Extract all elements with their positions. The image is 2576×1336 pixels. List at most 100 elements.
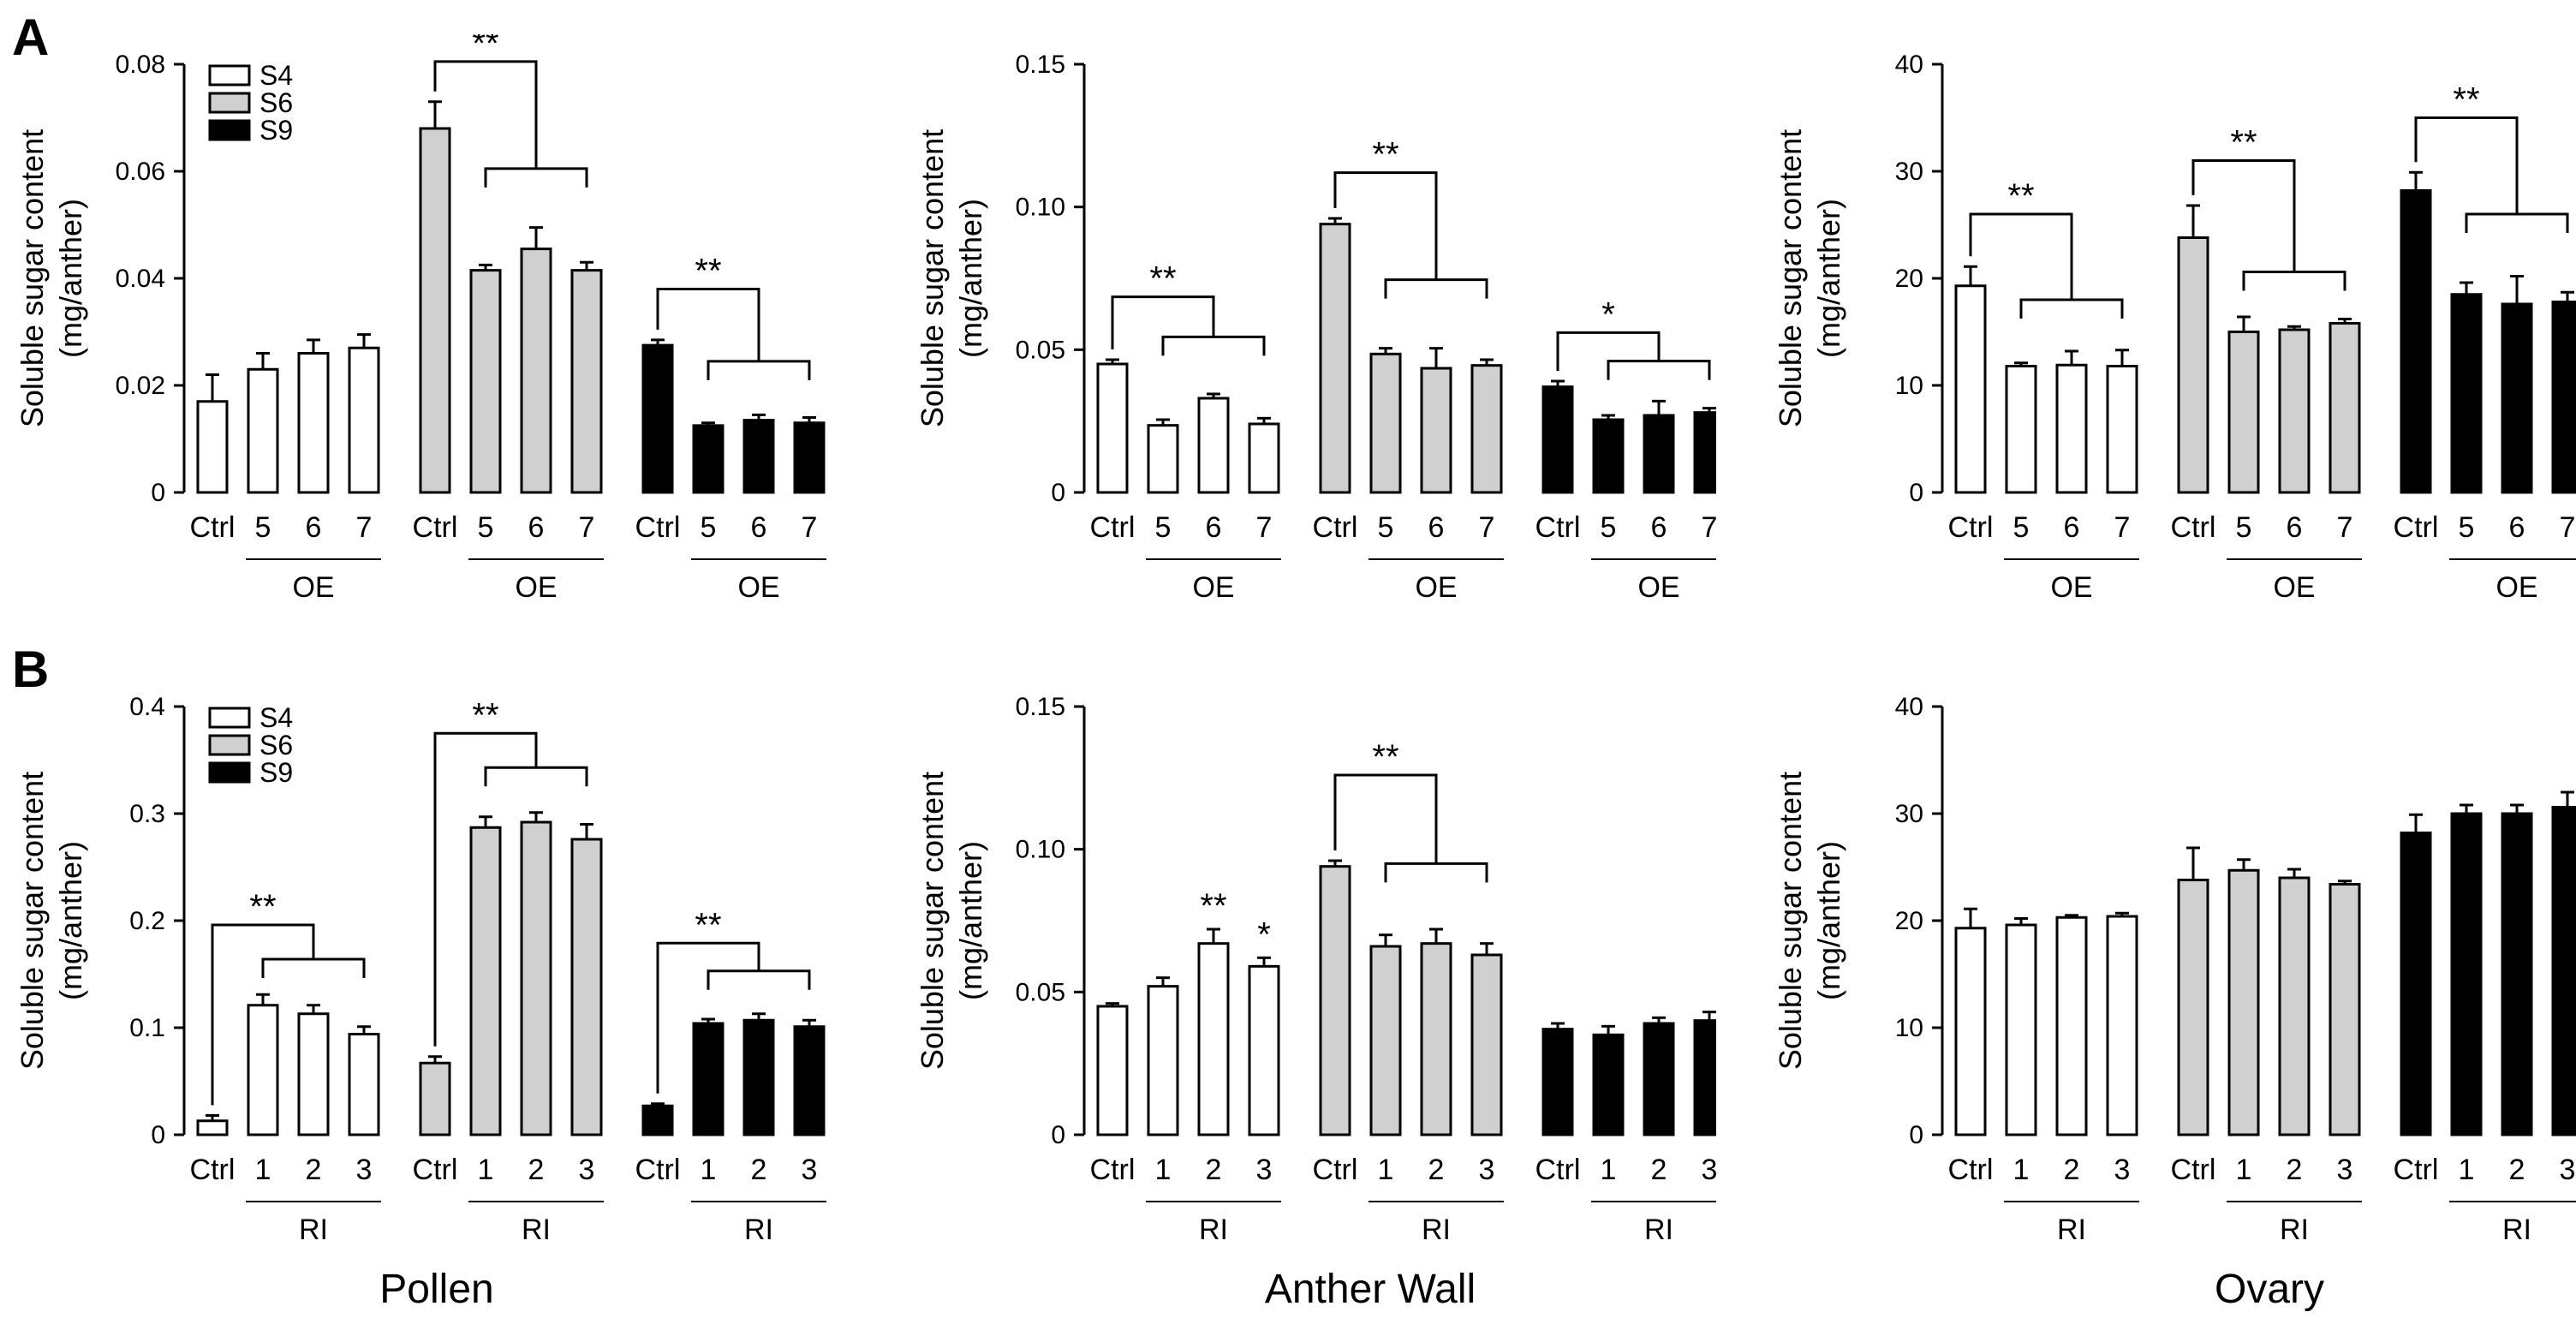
significance-bracket: [433, 731, 538, 1047]
bar-s4-7: [2106, 365, 2138, 494]
legend-label-s9: S9: [259, 757, 293, 788]
significance-bracket: [433, 60, 538, 169]
bar-s4-ctrl: [196, 1119, 229, 1136]
x-tick-label: 7: [1479, 511, 1495, 544]
x-tick-label: 6: [751, 511, 767, 544]
x-tick-label: 7: [2114, 511, 2131, 544]
legend-label-s4: S4: [259, 60, 293, 91]
x-tick-label: 6: [1206, 511, 1222, 544]
x-tick-label: 1: [2013, 1154, 2030, 1186]
x-tick-label: 3: [579, 1154, 595, 1186]
x-tick-label: 1: [2236, 1154, 2252, 1186]
legend-swatch-s9: [208, 119, 251, 141]
significance-bracket: [656, 941, 760, 1094]
bar-s9-5: [692, 424, 724, 494]
bar-s4-ctrl: [1954, 284, 1987, 494]
legend-swatch-s6: [208, 734, 251, 756]
bar-s9-7: [793, 421, 826, 494]
bar-s9-ctrl: [641, 343, 674, 494]
x-tick-label: 6: [2064, 511, 2080, 544]
y-axis-title: Soluble sugar content: [1773, 772, 1808, 1070]
group-label: RI: [1644, 1214, 1673, 1246]
y-tick-label: 30: [1895, 158, 1923, 186]
x-tick-label: 3: [2114, 1154, 2131, 1186]
significance-bracket: [1333, 773, 1438, 864]
y-tick-label: 0.08: [116, 51, 165, 79]
bar-s4-6: [2055, 363, 2088, 494]
significance-label: **: [472, 34, 498, 63]
x-tick-label: Ctrl: [2171, 511, 2216, 544]
x-tick-label: 1: [2459, 1154, 2475, 1186]
legend-swatch-s6: [208, 92, 251, 114]
x-tick-label: Ctrl: [635, 511, 681, 544]
bar-s9-ctrl: [1541, 385, 1574, 494]
bar-s6-3: [570, 838, 603, 1136]
bar-s6-3: [2329, 883, 2361, 1136]
x-tick-label: 2: [1206, 1154, 1222, 1186]
significance-label: **: [249, 888, 276, 926]
y-tick-label: 0: [1051, 1121, 1065, 1149]
x-tick-label: 6: [2509, 511, 2525, 544]
bar-s4-1: [1147, 985, 1179, 1136]
group-label: OE: [2496, 571, 2537, 604]
x-tick-label: 5: [2013, 511, 2030, 544]
chart-b-ovary: 0 10 20 30 40 Soluble sugar content (mg/anther…: [1773, 693, 2576, 1246]
bar-s4-6: [1197, 397, 1230, 494]
y-axis-title: Soluble sugar content: [15, 772, 50, 1070]
bar-s6-2: [520, 820, 552, 1136]
bar-s6-5: [1369, 352, 1402, 494]
bar-s6-7: [1470, 364, 1503, 494]
y-tick-label: 0: [1909, 1121, 1923, 1149]
group-label: RI: [2057, 1214, 2086, 1246]
x-tick-label: Ctrl: [1090, 511, 1136, 544]
bar-s6-ctrl: [2177, 236, 2209, 494]
y-tick-label: 0.04: [116, 265, 165, 293]
bar-s4-7: [1248, 422, 1280, 494]
x-tick-label: Ctrl: [1535, 1154, 1581, 1186]
bar-s9-ctrl: [1541, 1028, 1574, 1136]
bar-s9-1: [2450, 812, 2483, 1136]
bar-s4-3: [348, 1033, 380, 1136]
bar-s4-ctrl: [1096, 362, 1129, 494]
bar-s4-1: [2005, 923, 2037, 1136]
point-significance-label: **: [1200, 887, 1226, 925]
x-tick-label: Ctrl: [2394, 511, 2439, 544]
bar-s4-1: [247, 1004, 279, 1136]
bar-s4-5: [2005, 365, 2037, 494]
bar-s6-6: [1420, 367, 1452, 494]
x-tick-label: Ctrl: [1948, 1154, 1994, 1186]
x-tick-label: 7: [579, 511, 595, 544]
bar-s6-6: [2278, 328, 2311, 494]
bar-s6-ctrl: [1319, 865, 1351, 1136]
group-label: OE: [1637, 571, 1679, 604]
x-tick-label: 6: [306, 511, 322, 544]
plot-area: 0 0.05 0.10 0.15 Soluble sugar content (mg/an…: [915, 693, 1716, 1246]
bar-s9-3: [1693, 1019, 1716, 1136]
x-tick-label: 7: [802, 511, 818, 544]
x-tick-label: 3: [802, 1154, 818, 1186]
group-label: RI: [1422, 1214, 1451, 1246]
x-tick-label: 1: [255, 1154, 271, 1186]
bar-s4-2: [297, 1012, 330, 1136]
x-tick-label: 3: [1256, 1154, 1273, 1186]
y-axis-title-unit: (mg/anther): [1811, 841, 1846, 1000]
x-tick-label: 3: [1479, 1154, 1495, 1186]
group-label: OE: [515, 571, 557, 604]
x-tick-label: 7: [356, 511, 373, 544]
group-label: OE: [737, 571, 779, 604]
bar-s9-5: [1592, 418, 1625, 494]
bar-s9-2: [1643, 1022, 1675, 1136]
x-tick-label: 7: [1256, 511, 1273, 544]
significance-bracket: [2191, 159, 2296, 272]
bar-s9-ctrl: [641, 1104, 674, 1136]
significance-bracket: [2414, 116, 2519, 214]
x-tick-label: 5: [1601, 511, 1617, 544]
group-label: RI: [522, 1214, 551, 1246]
significance-label: **: [2453, 81, 2479, 119]
x-tick-label: Ctrl: [413, 1154, 458, 1186]
group-label: OE: [2273, 571, 2315, 604]
y-tick-label: 20: [1895, 265, 1923, 293]
x-tick-label: 2: [751, 1154, 767, 1186]
x-tick-label: Ctrl: [1948, 511, 1994, 544]
